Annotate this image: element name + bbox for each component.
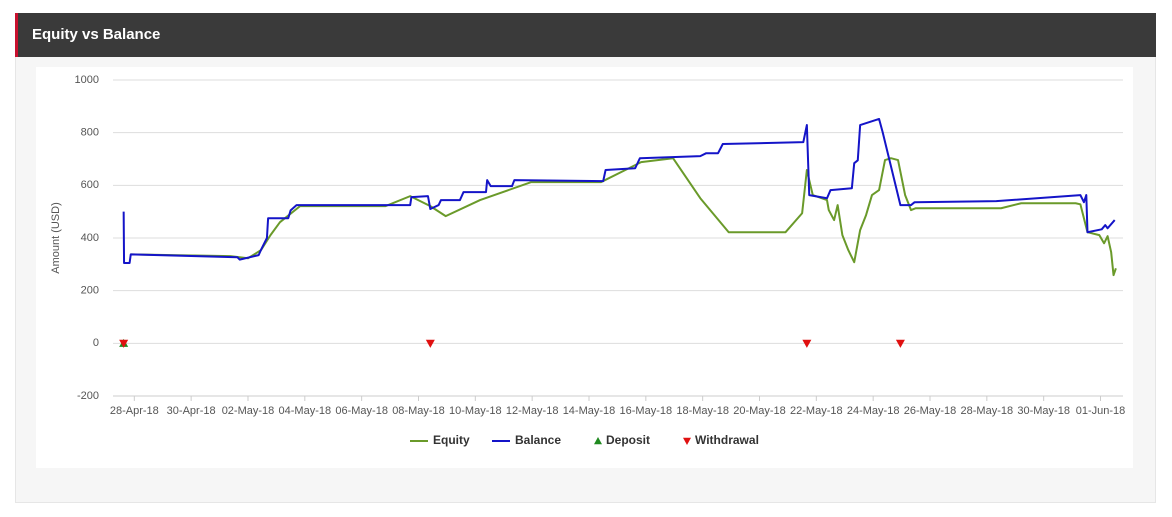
x-tick-label: 30-May-18 <box>1017 405 1070 417</box>
y-tick-label: 200 <box>81 285 99 297</box>
y-tick-label: -200 <box>77 390 99 402</box>
legend-swatch <box>594 437 602 445</box>
y-tick-label: 0 <box>93 337 99 349</box>
header-title: Equity vs Balance <box>32 26 161 43</box>
x-tick-label: 04-May-18 <box>279 405 332 417</box>
y-tick-label: 800 <box>81 127 99 139</box>
marker <box>802 339 812 348</box>
x-tick-label: 28-Apr-18 <box>110 405 159 417</box>
series-line <box>130 157 1117 277</box>
x-tick-label: 22-May-18 <box>790 405 843 417</box>
y-tick-label: 600 <box>81 179 99 191</box>
x-tick-label: 20-May-18 <box>733 405 786 417</box>
x-tick-label: 30-Apr-18 <box>167 405 216 417</box>
legend-swatch <box>683 437 691 445</box>
chart: Amount (USD) -200 0 200 400 600 800 1000 28-Apr… <box>36 67 1133 468</box>
x-tick-label: 16-May-18 <box>620 405 673 417</box>
x-tick-label: 26-May-18 <box>904 405 957 417</box>
header-bar: Equity vs Balance <box>15 13 1156 57</box>
series-line <box>122 117 1116 265</box>
y-axis-label: Amount (USD) <box>50 202 62 274</box>
legend-label: Balance <box>515 433 561 447</box>
y-tick-label: 1000 <box>75 74 99 86</box>
legend-label: Withdrawal <box>695 433 759 447</box>
x-tick-label: 18-May-18 <box>676 405 729 417</box>
y-tick-label: 400 <box>81 232 99 244</box>
x-tick-label: 08-May-18 <box>392 405 445 417</box>
x-tick-label: 12-May-18 <box>506 405 559 417</box>
legend-label: Deposit <box>606 433 650 447</box>
x-tick-label: 28-May-18 <box>961 405 1014 417</box>
marker <box>895 339 905 348</box>
x-tick-label: 01-Jun-18 <box>1076 405 1126 417</box>
x-tick-label: 06-May-18 <box>335 405 388 417</box>
x-tick-label: 24-May-18 <box>847 405 900 417</box>
marker <box>425 339 435 348</box>
legend-label: Equity <box>433 433 470 447</box>
x-tick-label: 02-May-18 <box>222 405 275 417</box>
marker <box>119 339 129 348</box>
x-tick-label: 14-May-18 <box>563 405 616 417</box>
x-tick-label: 10-May-18 <box>449 405 502 417</box>
